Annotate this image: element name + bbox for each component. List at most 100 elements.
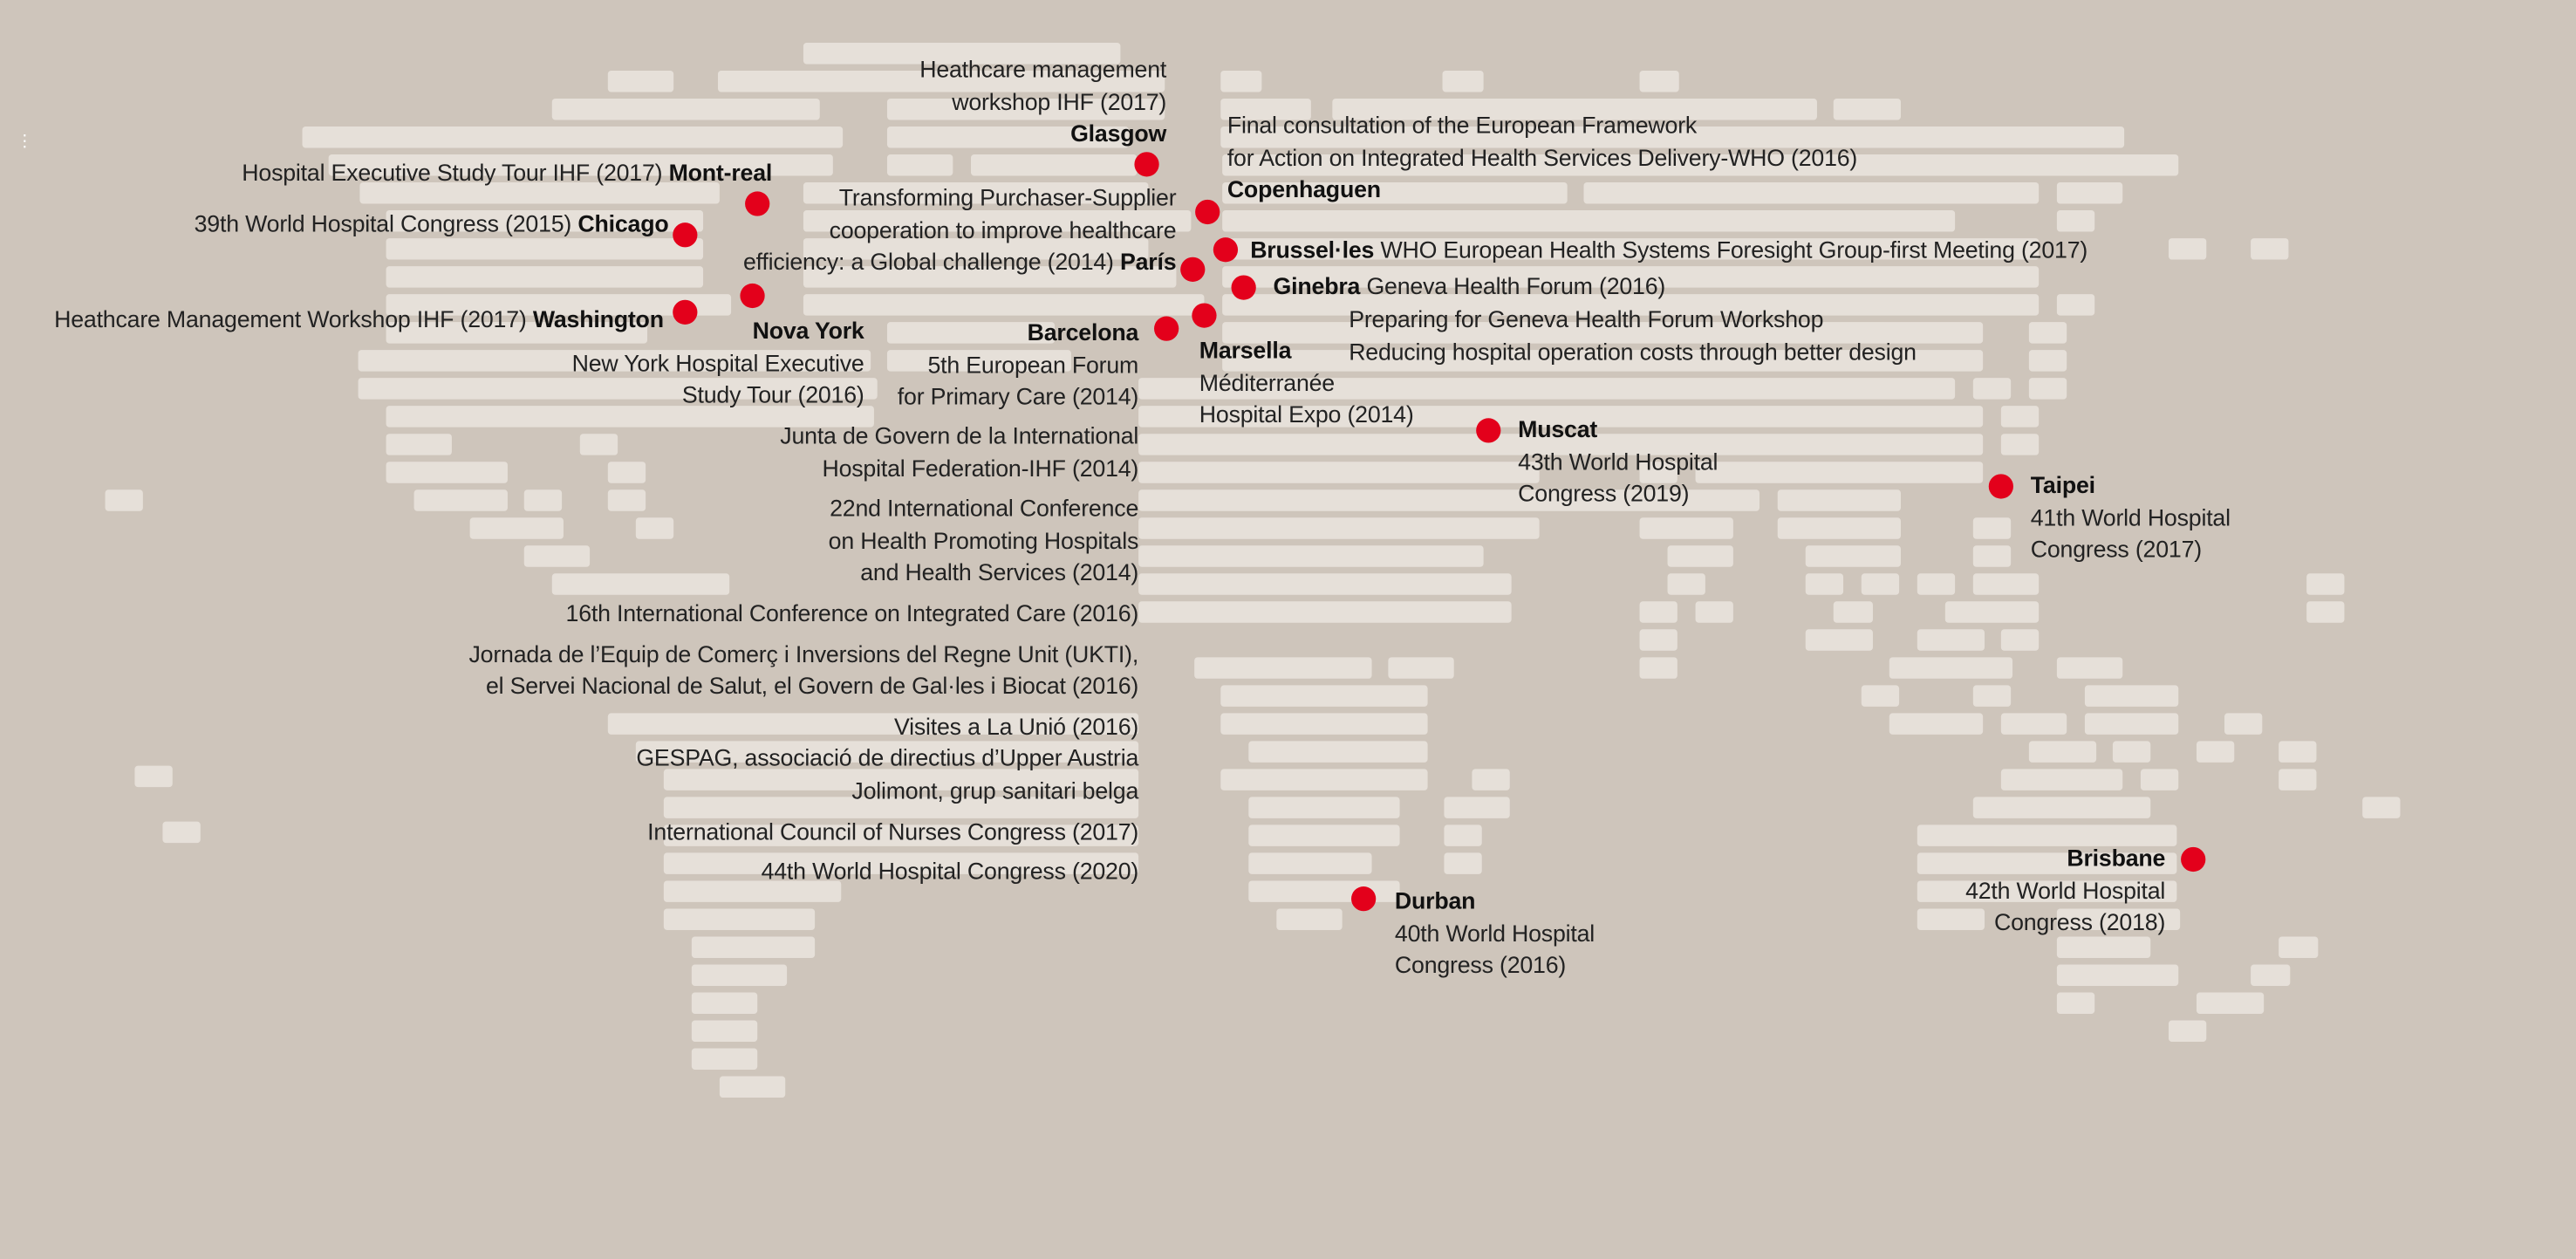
marker-nova-york[interactable] bbox=[740, 283, 765, 309]
land-segment bbox=[691, 936, 816, 958]
land-segment bbox=[1833, 601, 1873, 623]
drag-handle-icon[interactable]: ⋮ bbox=[16, 133, 33, 152]
land-segment bbox=[1972, 545, 2012, 567]
land-segment bbox=[1917, 573, 1956, 595]
land-segment bbox=[328, 154, 833, 176]
land-segment bbox=[2224, 713, 2263, 735]
land-segment bbox=[2084, 685, 2179, 707]
land-segment bbox=[1220, 713, 1428, 735]
land-segment bbox=[2000, 434, 2040, 455]
event-text: 41th World Hospital bbox=[2030, 505, 2231, 532]
event-text: 22nd International Conference bbox=[830, 496, 1139, 523]
land-segment bbox=[2279, 769, 2317, 790]
land-segment bbox=[1917, 908, 1985, 930]
event-text: Jolimont, grup sanitari belga bbox=[851, 778, 1139, 805]
event-text: Jornada de l’Equip de Comerç i Inversion… bbox=[468, 641, 1139, 668]
land-segment bbox=[1695, 462, 1984, 483]
land-segment bbox=[803, 182, 1149, 204]
land-segment bbox=[134, 765, 173, 788]
land-segment bbox=[302, 127, 844, 148]
land-segment bbox=[886, 127, 1129, 148]
event-text: Visites a La Unió (2016) bbox=[893, 714, 1139, 741]
marker-barcelona[interactable] bbox=[1154, 316, 1179, 341]
marker-montreal[interactable] bbox=[745, 191, 770, 216]
land-segment bbox=[1639, 629, 1677, 651]
land-segment bbox=[1220, 127, 2125, 148]
event-text: Final consultation of the European Frame… bbox=[1227, 113, 1698, 140]
land-segment bbox=[386, 434, 452, 455]
label-paris: Transforming Purchaser-Supplier cooperat… bbox=[743, 184, 1177, 281]
label-brussel-les: Brussel·les WHO European Health Systems … bbox=[1250, 236, 2087, 269]
land-segment bbox=[2056, 964, 2179, 986]
city-name: Mont-real bbox=[668, 161, 773, 188]
land-segment bbox=[2168, 238, 2207, 260]
label-glasgow: Heathcare management workshop IHF (2017)… bbox=[919, 56, 1166, 153]
label-marsella: Marsella Méditerranée Hospital Expo (201… bbox=[1199, 337, 1414, 434]
city-name: Barcelona bbox=[1027, 320, 1139, 347]
land-segment bbox=[663, 852, 1139, 874]
land-segment bbox=[523, 489, 563, 511]
marker-brisbane[interactable] bbox=[2181, 846, 2206, 872]
marker-brussel-les[interactable] bbox=[1213, 237, 1239, 263]
land-segment bbox=[1138, 545, 1484, 567]
land-segment bbox=[2362, 797, 2401, 818]
event-text: Congress (2019) bbox=[1518, 482, 1690, 509]
marker-marsella[interactable] bbox=[1192, 303, 1217, 328]
city-name: Muscat bbox=[1518, 417, 1598, 444]
land-segment bbox=[1444, 797, 1510, 818]
land-segment bbox=[1248, 880, 1400, 902]
event-text: 39th World Hospital Congress (2015) bbox=[194, 211, 572, 239]
label-barcelona: Barcelona 5th European Forum for Primary… bbox=[898, 318, 1139, 415]
marker-washington[interactable] bbox=[673, 299, 698, 325]
marker-ginebra[interactable] bbox=[1231, 275, 1256, 300]
land-segment bbox=[971, 154, 1138, 176]
land-segment bbox=[803, 210, 1192, 232]
land-segment bbox=[413, 489, 508, 511]
land-segment bbox=[1138, 601, 1512, 623]
marker-chicago[interactable] bbox=[673, 222, 698, 248]
land-segment bbox=[1889, 657, 2013, 679]
city-name: Ginebra bbox=[1273, 274, 1361, 301]
land-segment bbox=[2000, 406, 2040, 428]
land-segment bbox=[1805, 629, 1873, 651]
land-segment bbox=[2028, 378, 2067, 400]
land-segment bbox=[886, 322, 1056, 344]
land-segment bbox=[1944, 601, 2040, 623]
event-text: International Council of Nurses Congress… bbox=[647, 818, 1139, 846]
land-segment bbox=[386, 322, 648, 344]
land-segment bbox=[386, 210, 704, 232]
land-segment bbox=[886, 154, 953, 176]
land-segment bbox=[2279, 741, 2317, 763]
marker-paris[interactable] bbox=[1180, 257, 1206, 282]
marker-copenhaguen[interactable] bbox=[1195, 199, 1220, 225]
land-segment bbox=[1472, 769, 1510, 790]
land-segment bbox=[358, 350, 871, 372]
land-segment bbox=[1222, 154, 2179, 176]
land-segment bbox=[1332, 98, 1817, 120]
land-segment bbox=[2279, 936, 2319, 958]
event-text: Study Tour (2016) bbox=[681, 383, 864, 410]
marker-glasgow[interactable] bbox=[1134, 152, 1159, 177]
land-segment bbox=[1833, 98, 1901, 120]
marker-muscat[interactable] bbox=[1476, 418, 1501, 443]
land-segment bbox=[1889, 713, 1984, 735]
city-name: París bbox=[1119, 250, 1177, 277]
land-segment bbox=[691, 964, 788, 986]
event-text: el Servei Nacional de Salut, el Govern d… bbox=[485, 674, 1139, 701]
event-text: Hospital Expo (2014) bbox=[1199, 402, 1414, 429]
land-segment bbox=[886, 98, 1165, 120]
land-segment bbox=[1138, 406, 1984, 428]
land-segment bbox=[551, 573, 730, 595]
land-segment bbox=[1805, 573, 1844, 595]
land-segment bbox=[359, 182, 720, 204]
marker-taipei[interactable] bbox=[1988, 474, 2013, 499]
land-segment bbox=[663, 880, 842, 902]
label-durban: Durban 40th World Hospital Congress (201… bbox=[1395, 887, 1595, 984]
land-segment bbox=[1220, 98, 1311, 120]
land-segment bbox=[2140, 769, 2179, 790]
land-segment bbox=[523, 545, 591, 567]
land-segment bbox=[2084, 713, 2179, 735]
marker-durban[interactable] bbox=[1351, 886, 1377, 912]
land-segment bbox=[386, 266, 704, 288]
